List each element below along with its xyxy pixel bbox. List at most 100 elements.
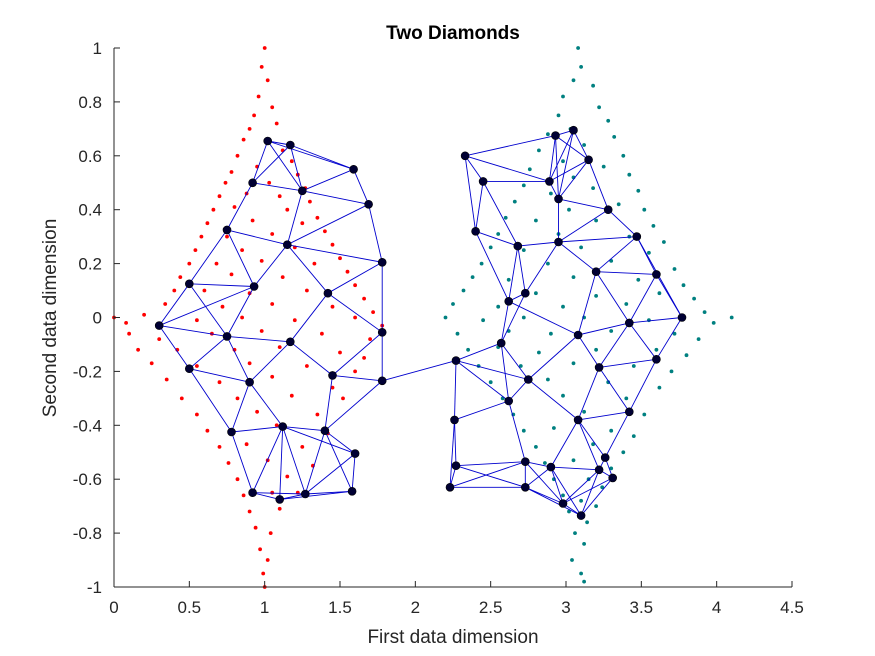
data-point-series-1	[232, 205, 237, 209]
data-point-series-1	[255, 409, 259, 414]
y-tick-label: 0	[93, 309, 102, 328]
network-edge	[226, 182, 253, 231]
network-node	[573, 415, 583, 425]
data-point-series-2	[692, 296, 696, 301]
data-point-series-1	[345, 269, 350, 274]
data-point-series-2	[443, 315, 448, 320]
network-node	[608, 473, 618, 483]
data-point-series-1	[305, 288, 309, 293]
network-node	[545, 177, 554, 186]
network-node	[249, 282, 259, 291]
data-point-series-2	[561, 159, 565, 164]
data-point-series-2	[543, 461, 547, 465]
network-node	[248, 488, 257, 498]
data-point-series-2	[591, 186, 595, 191]
network-edge	[550, 419, 579, 468]
network-edge	[267, 140, 303, 192]
data-point-series-2	[642, 207, 647, 212]
network-edge	[324, 375, 333, 431]
x-tick-label: 0	[109, 598, 118, 617]
network-node	[245, 377, 254, 387]
y-tick-label: 0.6	[78, 147, 102, 166]
network-edge	[282, 426, 356, 455]
data-point-series-2	[521, 248, 526, 253]
network-edge	[475, 231, 510, 302]
data-point-series-1	[277, 194, 282, 199]
network-edge	[558, 241, 597, 273]
data-point-series-1	[312, 261, 317, 266]
network-edge	[455, 360, 529, 380]
network-node	[624, 407, 634, 417]
data-point-series-1	[136, 347, 141, 352]
data-point-series-2	[546, 261, 550, 266]
network-edge	[290, 144, 354, 170]
data-point-series-1	[214, 261, 219, 266]
network-node	[451, 356, 461, 365]
data-point-series-2	[585, 520, 589, 525]
network-node	[576, 511, 586, 520]
network-edge	[558, 159, 589, 200]
data-point-series-1	[199, 234, 204, 239]
data-point-series-1	[217, 380, 222, 385]
data-point-series-1	[289, 159, 294, 164]
network-edge	[550, 466, 564, 504]
data-point-series-1	[229, 170, 234, 174]
data-point-series-2	[512, 199, 517, 204]
data-point-series-2	[571, 361, 576, 366]
network-edge	[550, 466, 582, 516]
data-point-series-1	[277, 345, 282, 349]
network-edge	[353, 169, 370, 205]
data-point-series-1	[292, 318, 297, 323]
network-edge	[324, 430, 356, 454]
x-axis-label: First data dimension	[367, 627, 538, 648]
data-point-series-2	[537, 148, 541, 153]
network-edge	[282, 426, 325, 432]
network-edge	[231, 431, 254, 493]
data-point-series-1	[258, 547, 262, 552]
network-node	[584, 155, 593, 165]
data-point-series-2	[451, 302, 455, 306]
network-edge	[158, 325, 190, 369]
network-edge	[555, 135, 589, 161]
x-tick-label: 4.5	[780, 598, 804, 617]
data-point-series-2	[561, 304, 565, 309]
network-edge	[305, 490, 353, 495]
network-edge	[464, 155, 477, 232]
data-point-series-1	[235, 396, 240, 401]
network-node	[652, 354, 661, 364]
x-tick-label: 1.5	[328, 598, 352, 617]
network-edge	[327, 292, 383, 333]
data-point-series-2	[601, 164, 606, 169]
data-point-series-2	[594, 294, 598, 298]
data-point-series-2	[631, 364, 636, 368]
network-edge	[252, 426, 284, 493]
network-edge	[580, 469, 600, 516]
data-point-series-2	[651, 224, 656, 228]
data-point-series-2	[579, 571, 583, 576]
data-point-series-2	[521, 315, 526, 320]
network-edge	[580, 477, 614, 516]
network-node	[185, 364, 194, 374]
network-edge	[528, 334, 579, 380]
data-point-series-1	[241, 493, 246, 498]
x-tick-label: 3	[561, 598, 570, 617]
data-point-series-2	[636, 188, 641, 193]
data-point-series-2	[561, 393, 565, 398]
data-point-series-2	[609, 466, 614, 471]
network-edge	[449, 461, 526, 488]
data-point-series-1	[240, 248, 245, 253]
network-edge	[577, 322, 630, 336]
network-edge	[289, 292, 329, 343]
data-point-series-2	[621, 153, 626, 158]
data-point-series-2	[534, 218, 538, 223]
data-point-series-1	[362, 296, 366, 301]
data-point-series-1	[252, 113, 256, 118]
network-node	[285, 140, 295, 150]
data-point-series-1	[270, 105, 275, 110]
data-point-series-2	[518, 364, 523, 368]
data-point-series-2	[606, 118, 611, 123]
network-edge	[188, 229, 228, 285]
network-node	[320, 426, 330, 436]
data-point-series-1	[217, 445, 222, 449]
network-edge	[656, 317, 683, 360]
